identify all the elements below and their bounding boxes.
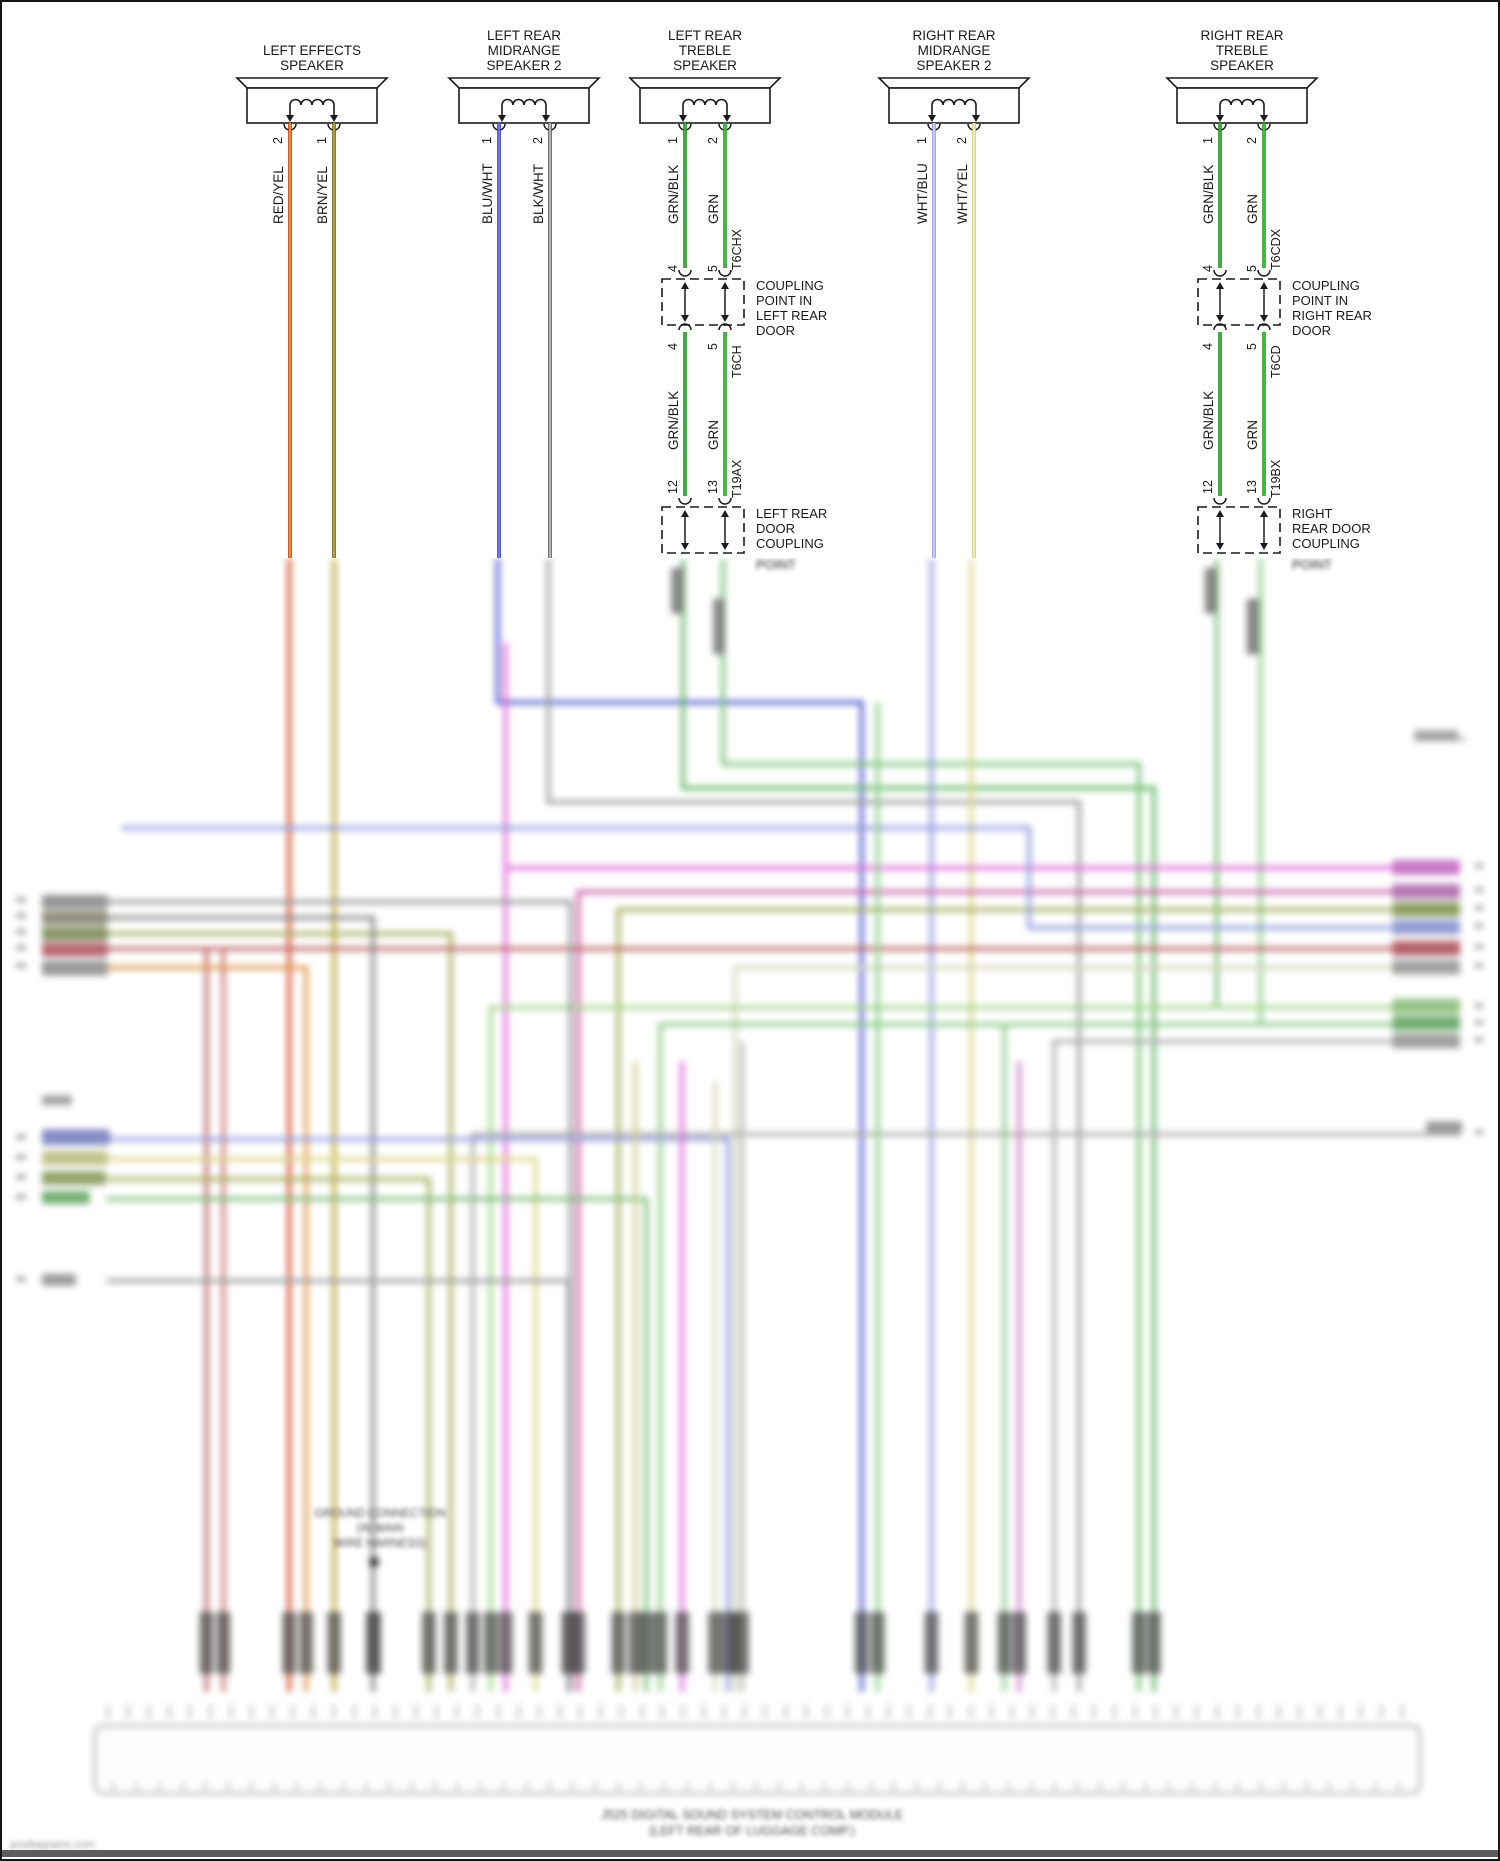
watermark-text: prodiagrams.com: [10, 1839, 95, 1851]
connector-pin-number: 5: [706, 343, 720, 350]
speaker-pin-number: 1: [915, 137, 929, 144]
speaker-pin-number: 2: [1245, 137, 1259, 144]
ground-note-line: (IN MAIN: [356, 1523, 404, 1535]
speaker-title-line: SPEAKER 2: [486, 58, 562, 73]
connector-label: T19BX: [1269, 459, 1283, 498]
speaker-pin-number: 2: [271, 137, 285, 144]
speaker-title-line: SPEAKER: [673, 58, 737, 73]
wire-color-label: WHT/YEL: [955, 163, 970, 224]
connector-label: T6CDX: [1269, 229, 1283, 270]
wire-color-label: GRN/BLK: [1201, 390, 1216, 450]
wire-color-label: GRN: [1245, 194, 1260, 224]
coupling-note-line: POINT IN: [756, 293, 813, 308]
connector-label: T6CHX: [730, 229, 744, 270]
connector-pin-number: 5: [1245, 265, 1259, 272]
coupling-note-line: COUPLING: [1292, 278, 1360, 293]
connector-label: T6CD: [1269, 345, 1283, 378]
speaker-title-line: RIGHT REAR: [1200, 28, 1284, 43]
connector-pin-number: 12: [666, 480, 680, 494]
connector-pin-number: 13: [1245, 480, 1259, 494]
speaker-title-line: TREBLE: [678, 43, 732, 58]
coupling-note-line: REAR DOOR: [1292, 521, 1371, 536]
speaker-pin-number: 2: [706, 137, 720, 144]
wire-color-label: RED/YEL: [271, 166, 286, 224]
ground-note-line: WIRE HARNESS): [333, 1538, 427, 1550]
wire-color-label: GRN: [706, 194, 721, 224]
coupling-note-line: POINT IN: [1292, 293, 1349, 308]
coupling-note-line: COUPLING: [1292, 536, 1360, 551]
wire-color-label: GRN/BLK: [666, 164, 681, 224]
connector-label: T19AX: [730, 459, 744, 498]
speaker-pin-number: 1: [1201, 137, 1215, 144]
speaker-title-line: LEFT REAR: [667, 28, 743, 43]
connector-pin-number: 4: [1201, 265, 1215, 272]
wire-color-label: GRN/BLK: [1201, 164, 1216, 224]
connector-pin-number: 4: [666, 265, 680, 272]
speaker-pin-number: 2: [955, 137, 969, 144]
connector-pin-number: 5: [1245, 343, 1259, 350]
speaker-title-line: SPEAKER: [280, 58, 344, 73]
wire-color-label: GRN: [706, 420, 721, 450]
coupling-note-line-blurred: POINT: [1292, 558, 1332, 572]
coupling-note-line: LEFT REAR: [756, 308, 828, 323]
bottom-border-bar: [2, 1850, 1498, 1857]
speaker-pin-number: 2: [531, 137, 545, 144]
wire-color-label: BLK/WHT: [531, 163, 546, 224]
coupling-note-line-blurred: POINT: [756, 558, 796, 572]
speaker-title-line: RIGHT REAR: [912, 28, 996, 43]
speaker-title-line: MIDRANGE: [487, 43, 561, 58]
coupling-note-line: DOOR: [1292, 323, 1331, 338]
connector-pin-number: 5: [706, 265, 720, 272]
sharp-diagram-svg: [235, 77, 1319, 558]
coupling-note-line: RIGHT REAR: [1292, 308, 1372, 323]
connector-pin-number: 4: [1201, 343, 1215, 350]
wire-color-label: BRN/YEL: [315, 166, 330, 224]
coupling-note-line: DOOR: [756, 323, 795, 338]
coupling-note-line: LEFT REAR: [756, 506, 828, 521]
wire-color-label: GRN: [1245, 420, 1260, 450]
blurred-diagram-svg: [2, 558, 1498, 1859]
wire-color-label: GRN/BLK: [666, 390, 681, 450]
diagram-sharp-region: [2, 2, 1498, 563]
speaker-pin-number: 1: [315, 137, 329, 144]
coupling-note-line: DOOR: [756, 521, 795, 536]
coupling-note-line: COUPLING: [756, 536, 824, 551]
speaker-pin-number: 1: [480, 137, 494, 144]
speaker-pin-number: 1: [666, 137, 680, 144]
wire-color-label: BLU/WHT: [480, 163, 495, 224]
wire-color-label: WHT/BLU: [915, 163, 930, 224]
diagram-blurred-region: GROUND CONNECTION (IN MAIN WIRE HARNESS) J5…: [2, 558, 1498, 1859]
speaker-title-line: LEFT REAR: [486, 28, 562, 43]
speaker-title-line: SPEAKER 2: [916, 58, 992, 73]
coupling-note-line: RIGHT: [1292, 506, 1333, 521]
module-title-line: J525 DIGITAL SOUND SYSTEM CONTROL MODULE: [600, 1808, 904, 1822]
connector-pin-number: 4: [666, 343, 680, 350]
speaker-title-line: MIDRANGE: [917, 43, 991, 58]
connector-pin-number: 12: [1201, 480, 1215, 494]
ground-note-line: GROUND CONNECTION: [314, 1508, 446, 1520]
speaker-title-line: SPEAKER: [1210, 58, 1274, 73]
coupling-note-line: COUPLING: [756, 278, 824, 293]
connector-label: T6CH: [730, 345, 744, 378]
module-title-line: (LEFT REAR OF LUGGAGE COMP.): [649, 1824, 855, 1838]
speaker-title-line: LEFT EFFECTS: [262, 43, 361, 58]
connector-pin-number: 13: [706, 480, 720, 494]
speaker-title-line: TREBLE: [1215, 43, 1269, 58]
